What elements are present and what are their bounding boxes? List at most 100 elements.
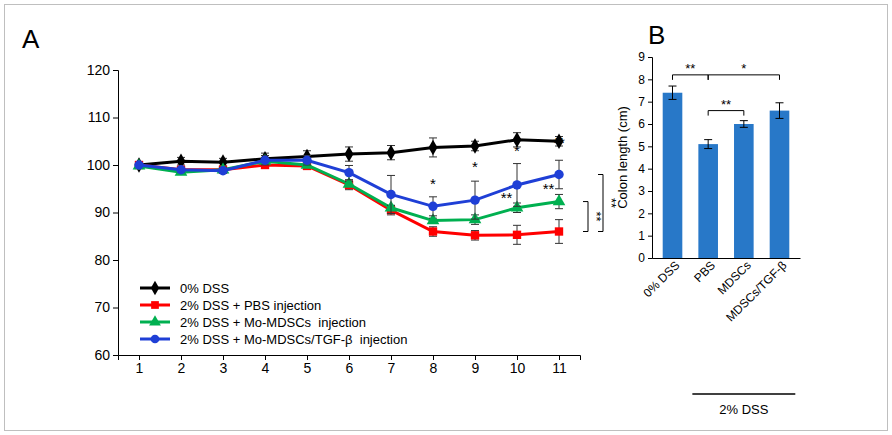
tick-label: 100 xyxy=(87,157,111,173)
bar xyxy=(698,144,718,258)
significance-label: * xyxy=(430,175,436,192)
tick-label: 5 xyxy=(638,140,645,154)
marker xyxy=(513,231,521,239)
error-cap xyxy=(669,86,677,87)
tick-label: 0 xyxy=(638,251,645,265)
marker xyxy=(345,146,354,162)
tick: PBS xyxy=(691,258,718,285)
error-cap xyxy=(555,219,563,220)
y-axis-title: Colon length (cm) xyxy=(615,106,630,209)
error-cap xyxy=(555,188,563,189)
error-bar xyxy=(303,156,311,166)
group-label: 2% DSS xyxy=(719,402,768,417)
figure: A607080901001101201234567891011*********… xyxy=(0,0,892,435)
legend-label: 0% DSS xyxy=(180,281,229,296)
marker xyxy=(302,156,311,165)
error-stem xyxy=(708,140,709,149)
significance-label: ** xyxy=(501,189,513,206)
error-cap xyxy=(471,240,479,241)
error-cap xyxy=(387,175,395,176)
tick-mark xyxy=(113,260,118,261)
legend-item: 2% DSS + Mo-MDSCs injection xyxy=(140,315,366,330)
error-cap xyxy=(740,120,748,121)
tick-label: 1 xyxy=(638,229,645,243)
tick: 5 xyxy=(638,140,652,154)
error-cap xyxy=(387,213,395,214)
tick: 3 xyxy=(220,355,228,376)
group-line xyxy=(692,393,795,395)
plot-area xyxy=(663,86,790,258)
error-cap xyxy=(669,99,677,100)
marker xyxy=(133,159,146,170)
tick: 60 xyxy=(94,347,118,363)
tick-label: 60 xyxy=(94,347,110,363)
tick-label: 6 xyxy=(346,360,354,376)
tick: 6 xyxy=(346,355,354,376)
error-bar xyxy=(513,164,521,207)
marker xyxy=(428,202,437,211)
error-cap xyxy=(513,225,521,226)
tick-mark xyxy=(113,213,118,214)
tick: 100 xyxy=(87,157,118,173)
bar xyxy=(770,111,790,258)
legend: 0% DSS2% DSS + PBS injection2% DSS + Mo-… xyxy=(140,281,407,347)
series-line xyxy=(139,161,559,220)
error-cap xyxy=(345,165,353,166)
legend-marker xyxy=(151,281,159,295)
tick: 7 xyxy=(388,355,396,376)
tick: 9 xyxy=(638,50,652,64)
tick-label: 70 xyxy=(94,299,110,315)
error-cap xyxy=(429,156,437,157)
error-bar xyxy=(429,227,437,237)
marker xyxy=(260,156,269,165)
error-bar xyxy=(471,181,479,219)
tick-label: 2 xyxy=(638,207,645,221)
tick-mark xyxy=(648,146,652,147)
marker xyxy=(175,165,188,176)
error-bar xyxy=(429,197,437,216)
legend-label: 2% DSS + Mo-MDSCs injection xyxy=(180,315,366,330)
series-line xyxy=(139,140,559,165)
panel-title: B xyxy=(648,20,665,50)
marker xyxy=(344,168,353,177)
marker xyxy=(386,190,395,199)
brackets: **** xyxy=(583,175,619,232)
error-cap xyxy=(429,196,437,197)
tick: 0 xyxy=(638,251,652,265)
tick: 2 xyxy=(178,355,186,376)
tick: 70 xyxy=(94,299,118,315)
tick: 8 xyxy=(638,73,652,87)
tick-label: 10 xyxy=(510,360,526,376)
marker xyxy=(429,227,437,235)
marker xyxy=(470,195,479,204)
panel-title: A xyxy=(22,24,40,54)
error-cap xyxy=(740,127,748,128)
tick-mark xyxy=(113,118,118,119)
bracket-label: ** xyxy=(721,97,731,112)
error-cap xyxy=(513,206,521,207)
tick-label: 7 xyxy=(388,360,396,376)
brackets: ***** xyxy=(673,61,780,116)
tick: 4 xyxy=(262,355,270,376)
error-cap xyxy=(555,160,563,161)
error-cap xyxy=(513,212,521,213)
bar xyxy=(734,124,754,258)
error-bar xyxy=(775,103,783,119)
legend-item: 2% DSS + Mo-MDSCs/TGF-β injection xyxy=(140,332,407,347)
marker xyxy=(134,160,143,169)
tick: MDSCs/TGF-β xyxy=(723,258,789,324)
error-cap xyxy=(513,163,521,164)
y-axis: 60708090100110120 xyxy=(87,62,119,363)
error-cap xyxy=(775,102,783,103)
bracket-label: ** xyxy=(685,61,695,76)
plot-area xyxy=(133,132,566,244)
tick: 3 xyxy=(638,184,652,198)
error-bar xyxy=(387,146,395,160)
tick-label: 6 xyxy=(638,117,645,131)
tick: 9 xyxy=(472,355,480,376)
error-cap xyxy=(704,139,712,140)
tick: 1 xyxy=(136,355,144,376)
significance-label: ** xyxy=(543,180,555,197)
tick-label: 80 xyxy=(94,252,110,268)
tick-label: 4 xyxy=(638,162,645,176)
